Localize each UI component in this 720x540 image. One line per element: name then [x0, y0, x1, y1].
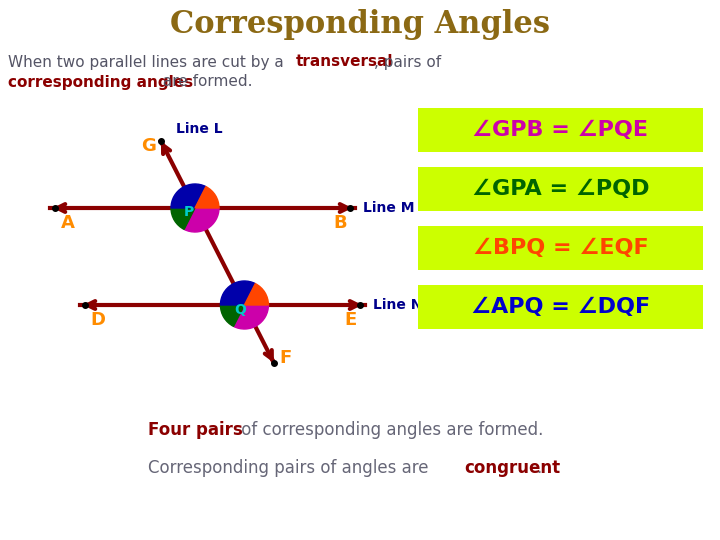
- Text: Corresponding Angles: Corresponding Angles: [170, 10, 550, 40]
- Wedge shape: [195, 187, 219, 208]
- Text: Line L: Line L: [176, 122, 222, 136]
- Wedge shape: [171, 208, 195, 230]
- Text: ∠BPQ = ∠EQF: ∠BPQ = ∠EQF: [473, 238, 648, 258]
- FancyBboxPatch shape: [418, 285, 703, 329]
- Text: ∠GPA = ∠PQD: ∠GPA = ∠PQD: [472, 179, 649, 199]
- Text: A: A: [61, 214, 75, 232]
- Text: Corresponding pairs of angles are: Corresponding pairs of angles are: [148, 459, 433, 477]
- Text: transversal: transversal: [296, 55, 394, 70]
- Text: Q: Q: [235, 303, 246, 317]
- Wedge shape: [220, 281, 256, 305]
- Text: ∠APQ = ∠DQF: ∠APQ = ∠DQF: [471, 297, 650, 317]
- FancyBboxPatch shape: [418, 108, 703, 152]
- Text: corresponding angles: corresponding angles: [8, 75, 193, 90]
- Text: Line M: Line M: [363, 201, 415, 215]
- Text: G: G: [142, 137, 156, 155]
- Text: B: B: [333, 214, 347, 232]
- Text: P: P: [184, 205, 194, 219]
- Text: Four pairs: Four pairs: [148, 421, 243, 439]
- Text: of corresponding angles are formed.: of corresponding angles are formed.: [236, 421, 544, 439]
- Text: ∠GPB = ∠PQE: ∠GPB = ∠PQE: [472, 120, 649, 140]
- Wedge shape: [220, 305, 244, 326]
- Text: , pairs of: , pairs of: [374, 55, 441, 70]
- Wedge shape: [244, 284, 269, 305]
- Text: When two parallel lines are cut by a: When two parallel lines are cut by a: [8, 55, 289, 70]
- Text: congruent: congruent: [464, 459, 560, 477]
- Text: E: E: [344, 311, 356, 329]
- Text: are formed.: are formed.: [158, 75, 253, 90]
- Text: .: .: [536, 459, 541, 477]
- Text: Line N: Line N: [373, 298, 423, 312]
- Text: D: D: [91, 311, 106, 329]
- FancyBboxPatch shape: [418, 226, 703, 270]
- Wedge shape: [233, 305, 269, 329]
- FancyBboxPatch shape: [418, 167, 703, 211]
- Wedge shape: [171, 184, 206, 208]
- Text: F: F: [279, 349, 291, 367]
- Wedge shape: [184, 208, 219, 232]
